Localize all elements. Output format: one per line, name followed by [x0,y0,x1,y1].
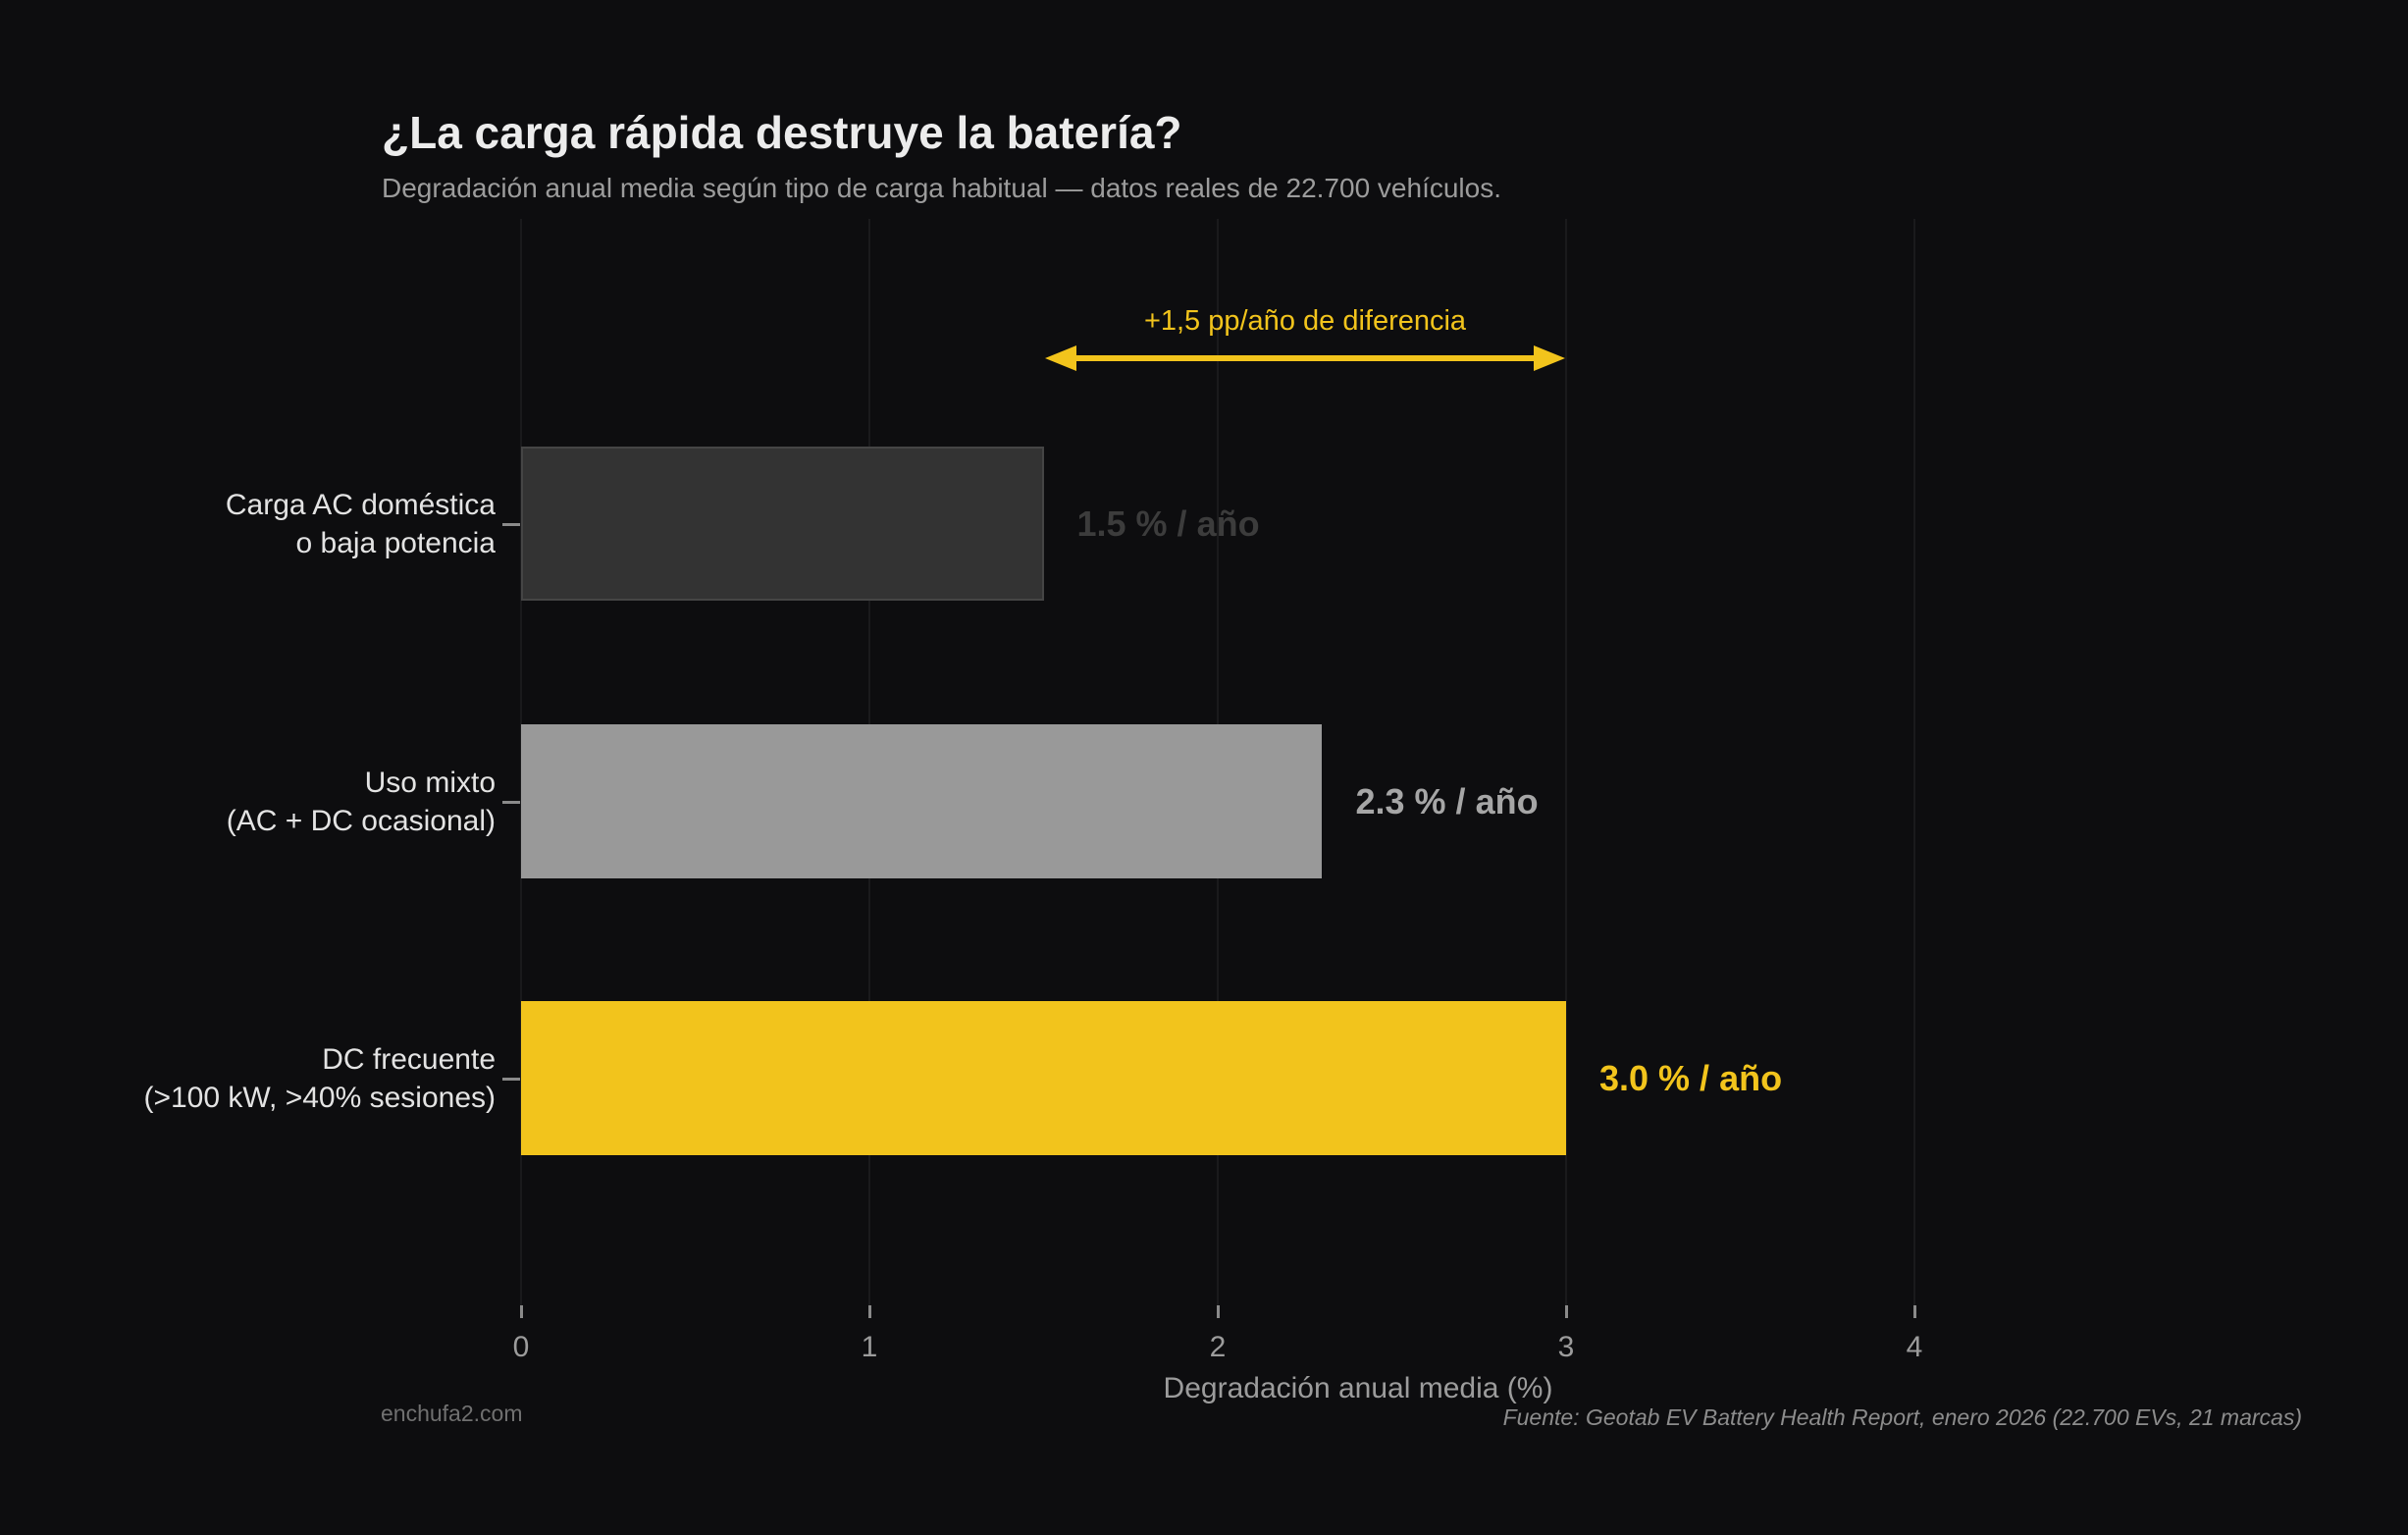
axis-tick-mark [520,1305,523,1318]
gridline [1565,219,1567,1305]
site-watermark: enchufa2.com [381,1401,523,1426]
axis-tick-label: 1 [861,1331,878,1363]
bar-value-label: 3.0 % / año [1599,1058,1783,1098]
axis-tick-label: 3 [1557,1331,1575,1363]
source-caption: Fuente: Geotab EV Battery Health Report,… [1502,1404,2302,1430]
category-label: Uso mixto (AC + DC ocasional) [44,764,496,840]
difference-arrow [1045,345,1565,371]
category-label: Carga AC doméstica o baja potencia [44,486,496,562]
axis-tick-label: 2 [1209,1331,1227,1363]
axis-tick-mark [502,1078,520,1081]
axis-tick-mark [1565,1305,1568,1318]
axis-tick-mark [502,523,520,526]
category-label-line: Carga AC doméstica [225,489,496,521]
chart-subtitle: Degradación anual media según tipo de ca… [382,173,1501,203]
bar [521,1001,1566,1155]
gridline [1913,219,1915,1305]
bar-value-label: 1.5 % / año [1076,503,1260,544]
axis-tick-mark [502,801,520,804]
x-axis-title: Degradación anual media (%) [1163,1372,1553,1404]
axis-tick-mark [1217,1305,1220,1318]
category-label: DC frecuente (>100 kW, >40% sesiones) [44,1040,496,1117]
category-label-line: DC frecuente [322,1043,496,1076]
category-label-line: o baja potencia [295,527,497,559]
axis-tick-label: 4 [1906,1331,1923,1363]
chart-title: ¿La carga rápida destruye la batería? [382,107,1182,158]
bar [521,447,1044,601]
category-label-line: (AC + DC ocasional) [226,805,496,837]
axis-tick-mark [1913,1305,1916,1318]
category-label-line: Uso mixto [364,767,496,799]
category-label-line: (>100 kW, >40% sesiones) [143,1082,496,1114]
axis-tick-label: 0 [512,1331,530,1363]
bar [521,724,1322,878]
axis-tick-mark [868,1305,871,1318]
difference-annotation-label: +1,5 pp/año de diferencia [1143,305,1467,337]
bar-value-label: 2.3 % / año [1355,781,1539,821]
